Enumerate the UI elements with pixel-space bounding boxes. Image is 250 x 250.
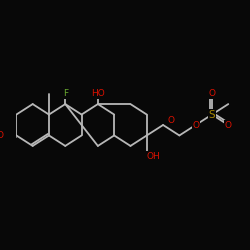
- Text: O: O: [192, 120, 199, 130]
- Text: O: O: [168, 116, 175, 125]
- Text: OH: OH: [147, 152, 160, 161]
- Text: S: S: [209, 110, 215, 120]
- Text: HO: HO: [91, 89, 105, 98]
- Text: O: O: [225, 120, 232, 130]
- Text: O: O: [208, 89, 216, 98]
- Text: O: O: [0, 131, 4, 140]
- Text: F: F: [63, 89, 68, 98]
